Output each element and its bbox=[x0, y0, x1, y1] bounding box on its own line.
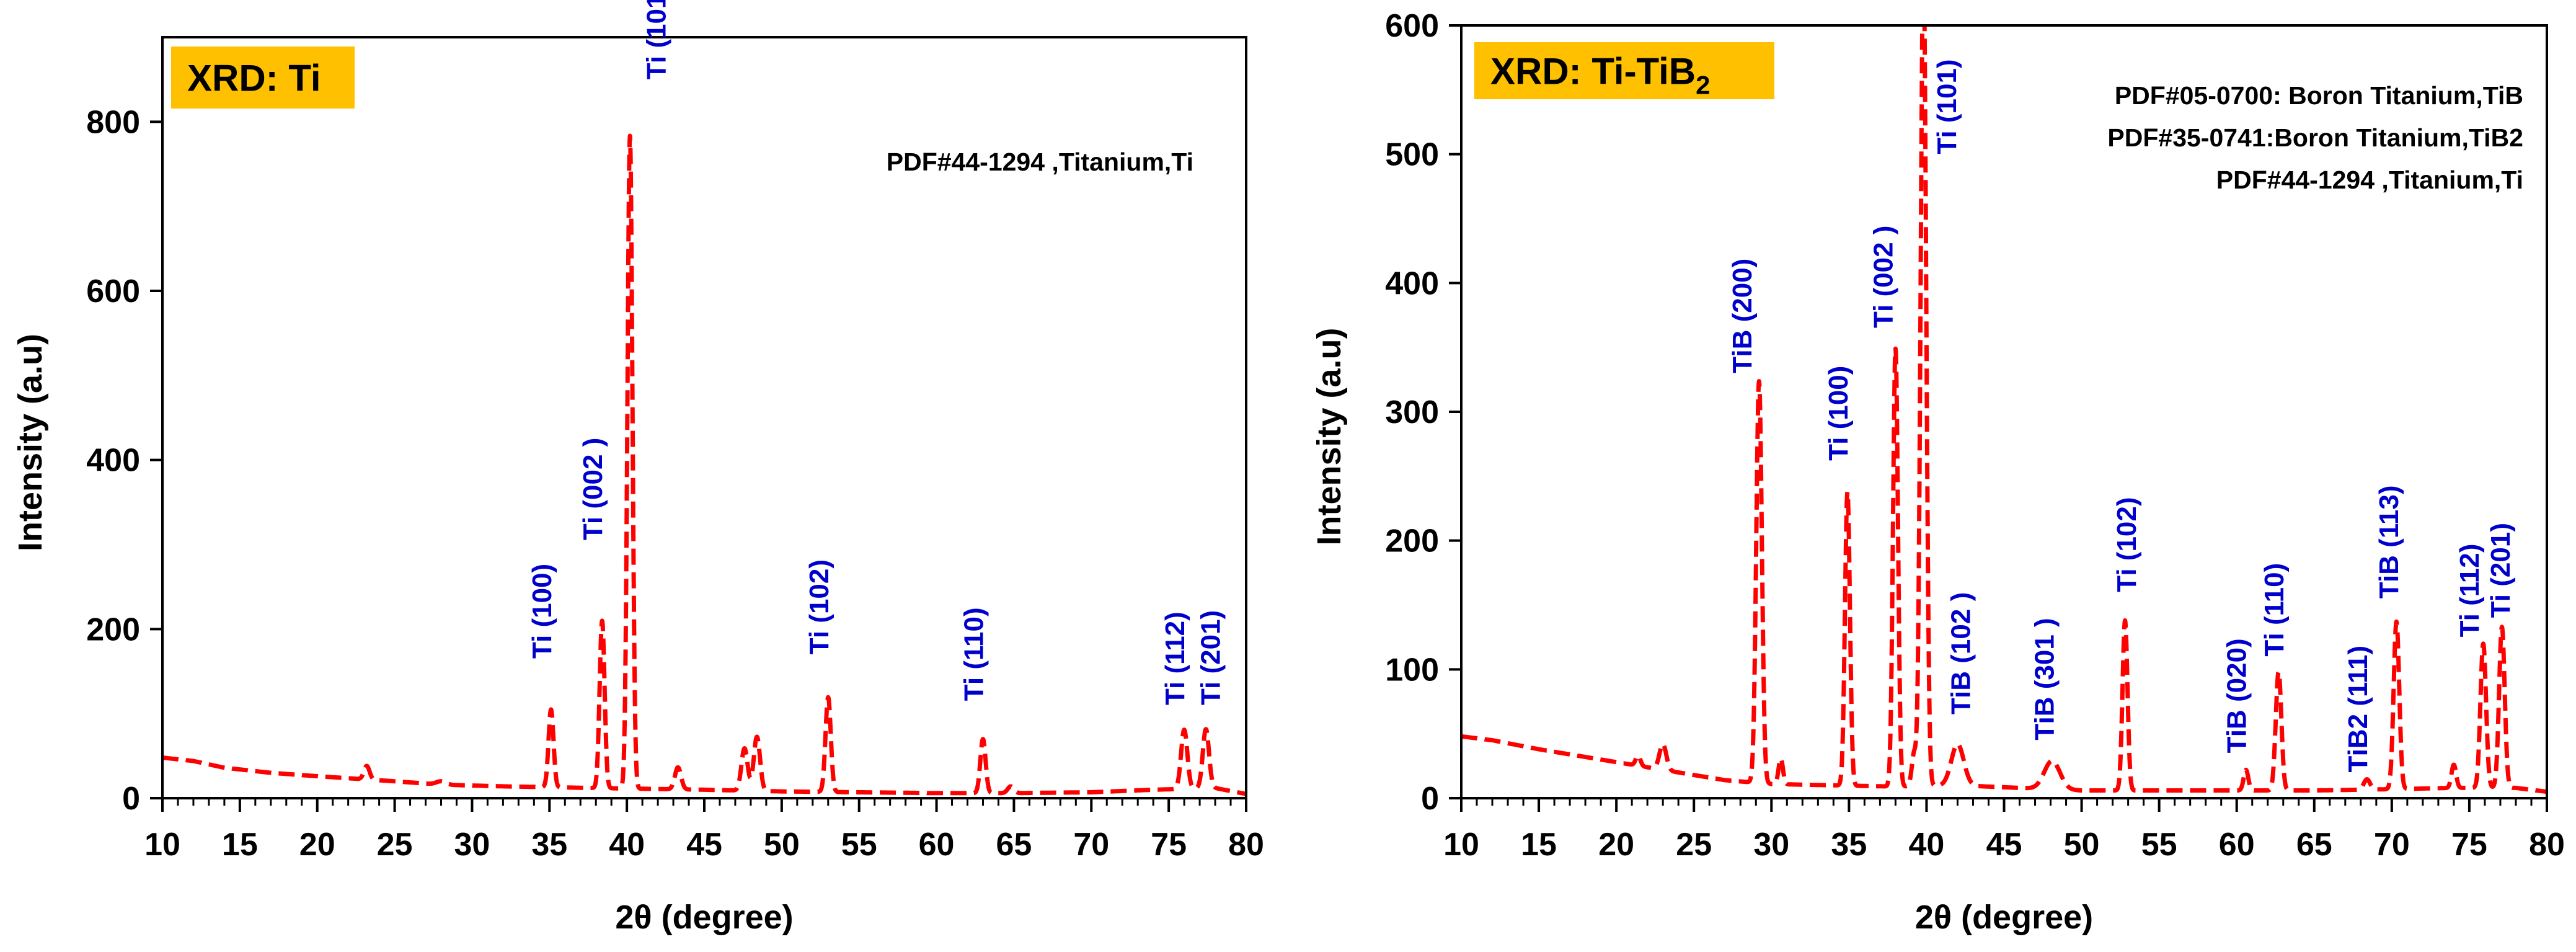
y-tick-label: 600 bbox=[86, 274, 140, 309]
ti-tib2-panel-label-main: XRD: Ti-TiB bbox=[1490, 51, 1696, 92]
ti-tib2-panel-label-box bbox=[1474, 42, 1774, 99]
ti-tib2-y-axis-label: Intensity (a.u) bbox=[1311, 327, 1348, 545]
peak-label: Ti (100) bbox=[1823, 366, 1854, 461]
ti-reference-cards: PDF#44-1294 ,Titanium,Ti bbox=[887, 148, 1193, 176]
y-tick-label: 200 bbox=[86, 612, 140, 647]
x-tick-label: 30 bbox=[1753, 827, 1789, 863]
peak-label: Ti (002 ) bbox=[1868, 226, 1898, 328]
x-tick-label: 75 bbox=[1151, 827, 1187, 863]
y-tick-label: 600 bbox=[1385, 8, 1439, 44]
ti-peak-labels: Ti (100) Ti (002 ) Ti (101) Ti (102) Ti (110… bbox=[527, 0, 1226, 705]
pattern-line-0 bbox=[162, 133, 1246, 796]
y-tick-label: 100 bbox=[1385, 652, 1439, 688]
x-tick-label: 75 bbox=[2451, 827, 2487, 863]
reference-card-line: PDF#05-0700: Boron Titanium,TiB bbox=[2115, 81, 2523, 110]
peak-label: Ti (100) bbox=[527, 564, 557, 659]
pattern-line-0 bbox=[1461, 25, 2547, 794]
ti-y-axis: 0 200 400 600 800 bbox=[86, 104, 162, 817]
reference-card-line: PDF#44-1294 ,Titanium,Ti bbox=[887, 148, 1193, 176]
x-tick-label: 70 bbox=[1073, 827, 1109, 863]
x-tick-label: 20 bbox=[1598, 827, 1634, 863]
peak-label: TiB (301 ) bbox=[2030, 618, 2060, 740]
x-tick-label: 55 bbox=[841, 827, 877, 863]
y-tick-label: 200 bbox=[1385, 523, 1439, 559]
peak-label: Ti (102) bbox=[2112, 497, 2142, 592]
peak-label: TiB (113) bbox=[2374, 486, 2404, 599]
ti-tib2-panel-label: XRD: Ti-TiB2 bbox=[1490, 51, 1710, 100]
ti-panel-label-box bbox=[171, 47, 355, 109]
peak-label: Ti (102) bbox=[804, 559, 834, 654]
y-tick-label: 300 bbox=[1385, 394, 1439, 430]
peak-label: TiB (200) bbox=[1727, 259, 1758, 373]
x-tick-label: 50 bbox=[2064, 827, 2100, 863]
x-tick-label: 40 bbox=[609, 827, 645, 863]
xrd-ti-tib2-panel: 10 15 20 25 30 35 40 45 50 55 60 65 70 75 80 0 100 200 30… bbox=[1311, 8, 2565, 936]
x-tick-label: 35 bbox=[531, 827, 567, 863]
x-tick-label: 20 bbox=[299, 827, 335, 863]
x-tick-label: 65 bbox=[2296, 827, 2332, 863]
x-tick-label: 10 bbox=[1443, 827, 1479, 863]
x-tick-label: 80 bbox=[1228, 827, 1264, 863]
x-tick-label: 60 bbox=[2219, 827, 2255, 863]
peak-label: Ti (201) bbox=[1196, 610, 1226, 705]
peak-label: Ti (002 ) bbox=[578, 438, 608, 540]
ti-x-axis: 10 15 20 25 30 35 40 45 50 55 60 65 70 75 80 bbox=[144, 798, 1264, 863]
x-tick-label: 35 bbox=[1831, 827, 1867, 863]
ti-tib2-reference-cards: PDF#05-0700: Boron Titanium,TiB PDF#35-07… bbox=[2107, 81, 2523, 194]
x-tick-label: 45 bbox=[1986, 827, 2022, 863]
ti-y-axis-label: Intensity (a.u) bbox=[12, 334, 49, 551]
x-tick-label: 15 bbox=[222, 827, 258, 863]
peak-label: Ti (112) bbox=[2454, 544, 2485, 638]
peak-label: Ti (201) bbox=[2485, 523, 2516, 618]
x-tick-label: 25 bbox=[377, 827, 413, 863]
ti-tib2-y-axis: 0 100 200 300 400 500 600 bbox=[1385, 8, 1461, 817]
x-tick-label: 10 bbox=[144, 827, 180, 863]
y-tick-label: 500 bbox=[1385, 137, 1439, 173]
y-tick-label: 400 bbox=[1385, 265, 1439, 301]
peak-label: TiB2 (111) bbox=[2343, 646, 2373, 773]
x-tick-label: 60 bbox=[919, 827, 955, 863]
ti-tib2-x-axis: 10 15 20 25 30 35 40 45 50 55 60 65 70 75 80 bbox=[1443, 798, 2565, 863]
peak-label: Ti (110) bbox=[2259, 563, 2290, 657]
x-tick-label: 65 bbox=[996, 827, 1032, 863]
x-tick-label: 25 bbox=[1676, 827, 1712, 863]
ti-panel-label: XRD: Ti bbox=[187, 58, 321, 99]
ti-tib2-pattern-series bbox=[1461, 25, 2547, 794]
x-tick-label: 30 bbox=[454, 827, 490, 863]
peak-label: TiB (102 ) bbox=[1945, 592, 1976, 714]
peak-label: Ti (101) bbox=[642, 0, 672, 79]
peak-label: Ti (110) bbox=[958, 607, 989, 701]
ti-pattern-series bbox=[162, 133, 1246, 796]
y-tick-label: 800 bbox=[86, 104, 140, 140]
peak-label: Ti (112) bbox=[1160, 612, 1190, 705]
peak-label: Ti (101) bbox=[1932, 59, 1962, 154]
y-tick-label: 400 bbox=[86, 443, 140, 479]
ti-tib2-x-axis-label: 2θ (degree) bbox=[1915, 899, 2093, 936]
y-tick-label: 0 bbox=[122, 781, 140, 817]
x-tick-label: 55 bbox=[2141, 827, 2177, 863]
x-tick-label: 80 bbox=[2529, 827, 2565, 863]
x-tick-label: 40 bbox=[1909, 827, 1945, 863]
y-tick-label: 0 bbox=[1421, 781, 1439, 817]
x-tick-label: 50 bbox=[764, 827, 800, 863]
x-tick-label: 45 bbox=[686, 827, 722, 863]
reference-card-line: PDF#35-0741:Boron Titanium,TiB2 bbox=[2107, 123, 2523, 152]
reference-card-line: PDF#44-1294 ,Titanium,Ti bbox=[2216, 166, 2523, 194]
xrd-ti-panel: 10 15 20 25 30 35 40 45 50 55 60 65 70 75 80 0 200 400 60… bbox=[12, 0, 1264, 936]
x-tick-label: 15 bbox=[1521, 827, 1557, 863]
ti-tib2-panel-label-subscript: 2 bbox=[1696, 71, 1710, 100]
x-tick-label: 70 bbox=[2374, 827, 2410, 863]
ti-x-axis-label: 2θ (degree) bbox=[615, 899, 793, 936]
ti-tib2-peak-labels: TiB (200) Ti (100) Ti (002 ) Ti (101) TiB (1… bbox=[1727, 59, 2516, 772]
peak-label: TiB (020) bbox=[2222, 638, 2252, 753]
